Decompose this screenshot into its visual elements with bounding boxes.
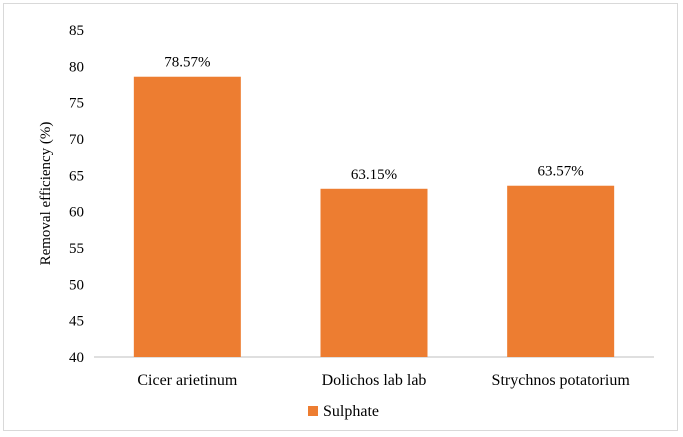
bar-data-label: 63.15% — [351, 167, 397, 183]
y-tick-label: 45 — [69, 314, 84, 330]
y-tick-label: 40 — [69, 350, 84, 366]
y-tick-label: 50 — [69, 277, 84, 293]
y-tick-label: 80 — [69, 59, 84, 75]
legend-label-sulphate: Sulphate — [323, 403, 379, 420]
y-tick-label: 55 — [69, 241, 84, 257]
bar-data-label: 78.57% — [164, 55, 210, 71]
chart-legend: Sulphate — [308, 403, 379, 420]
bar-data-label: 63.57% — [538, 164, 584, 180]
x-category-label: Dolichos lab lab — [322, 372, 427, 389]
y-tick-label: 60 — [69, 205, 84, 221]
y-tick-label: 75 — [69, 96, 84, 112]
chart-bars: 78.57% 63.15% 63.57% — [133, 55, 615, 357]
legend-swatch-sulphate — [308, 406, 318, 416]
bar — [507, 185, 615, 357]
x-category-label: Cicer arietinum — [137, 372, 238, 389]
x-category-label: Strychnos potatorium — [492, 372, 631, 389]
y-tick-label: 65 — [69, 168, 84, 184]
y-tick-label: 70 — [69, 132, 84, 148]
y-axis-title: Removal efficiency (%) — [38, 122, 54, 266]
bar — [320, 188, 428, 357]
bar — [133, 76, 241, 357]
y-tick-label: 85 — [69, 23, 84, 39]
